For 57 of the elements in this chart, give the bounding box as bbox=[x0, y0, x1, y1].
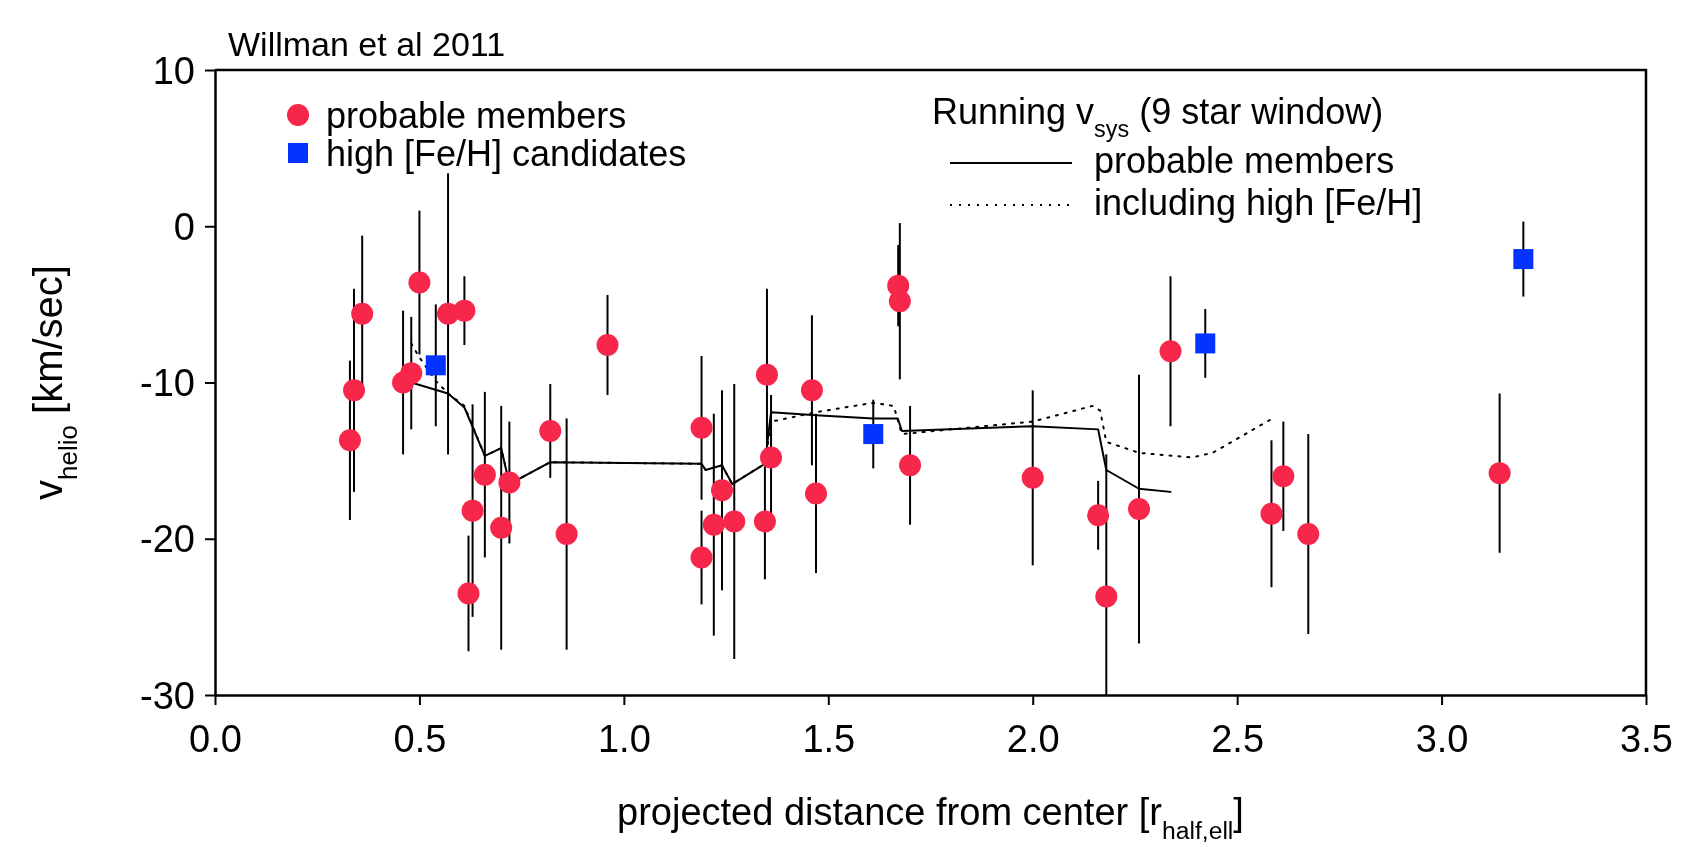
point bbox=[473, 463, 496, 486]
x-tick-label: 1.5 bbox=[802, 718, 856, 761]
legend-title: Running v$_{sys}$ (9 star window) bbox=[932, 91, 1384, 142]
point bbox=[1195, 333, 1216, 354]
point bbox=[408, 271, 431, 294]
y-tick-label: -10 bbox=[140, 362, 195, 404]
point bbox=[899, 454, 922, 477]
point bbox=[1513, 249, 1534, 270]
point bbox=[723, 510, 746, 533]
point bbox=[453, 299, 476, 322]
point bbox=[351, 302, 374, 325]
x-axis-title: projected distance from center [r$_{half,ell}$] bbox=[617, 791, 1244, 844]
point bbox=[760, 446, 783, 469]
point bbox=[805, 482, 828, 505]
x-tick-label: 0.5 bbox=[393, 718, 447, 761]
point bbox=[338, 429, 361, 452]
y-tick-label: -30 bbox=[140, 674, 195, 717]
point bbox=[690, 546, 713, 569]
x-tick-label: 1.0 bbox=[597, 718, 651, 761]
point bbox=[1021, 466, 1044, 489]
point bbox=[343, 379, 366, 402]
x-tick-label: 3.5 bbox=[1620, 718, 1673, 761]
point bbox=[1272, 465, 1295, 488]
point bbox=[888, 290, 911, 313]
x-tick-label: 2.5 bbox=[1211, 718, 1265, 761]
point bbox=[596, 334, 619, 356]
point bbox=[498, 471, 521, 494]
point bbox=[702, 513, 725, 536]
point bbox=[863, 424, 884, 445]
y-tick-label: 10 bbox=[152, 49, 195, 92]
x-tick-label: 3.0 bbox=[1415, 718, 1469, 761]
legend-label: including high [Fe/H] bbox=[1094, 182, 1423, 223]
point bbox=[457, 582, 480, 605]
point bbox=[425, 355, 446, 376]
point bbox=[1488, 462, 1511, 485]
point bbox=[755, 363, 778, 386]
point bbox=[690, 416, 713, 439]
point bbox=[539, 419, 562, 442]
point bbox=[461, 499, 484, 522]
legend-label: probable members bbox=[326, 95, 627, 136]
point bbox=[400, 362, 423, 385]
point bbox=[753, 510, 776, 533]
point bbox=[1297, 523, 1320, 546]
x-tick-label: 0.0 bbox=[189, 718, 242, 761]
point bbox=[1095, 585, 1118, 608]
point bbox=[1260, 502, 1283, 525]
point bbox=[1128, 498, 1151, 521]
y-tick-label: -20 bbox=[140, 518, 195, 561]
point bbox=[1087, 504, 1110, 527]
y-tick-label: 0 bbox=[173, 205, 195, 248]
point bbox=[1159, 340, 1182, 363]
point bbox=[555, 523, 578, 546]
point bbox=[800, 379, 823, 402]
point bbox=[490, 516, 513, 539]
x-tick-label: 2.0 bbox=[1006, 718, 1060, 761]
chart-title: Willman et al 2011 bbox=[228, 25, 506, 63]
point bbox=[710, 479, 733, 502]
